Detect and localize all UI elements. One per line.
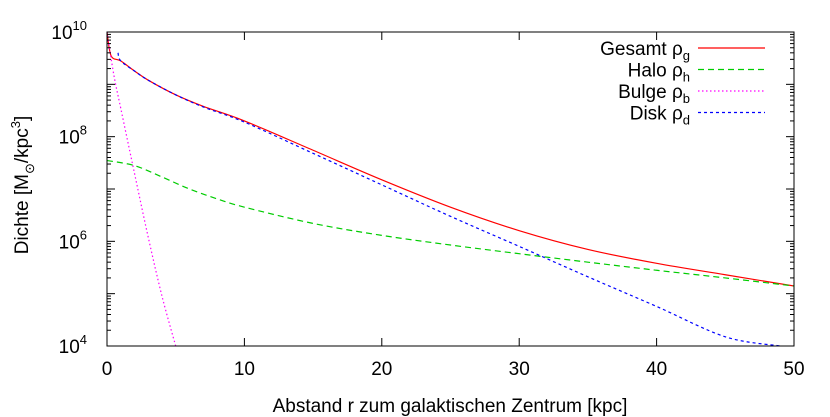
y-axis-title: Dichte [M⊙/kpc3] [8, 116, 37, 255]
x-axis-title: Abstand r zum galaktischen Zentrum [kpc] [273, 396, 628, 417]
legend-label-b: Bulge ρb [618, 82, 690, 106]
x-tick-label: 50 [783, 359, 804, 380]
y-axis-title-prefix: Dichte [M [12, 174, 33, 254]
series-line-d [117, 52, 781, 346]
y-axis-title-suffix: ] [12, 116, 33, 121]
series-line-g [107, 32, 794, 287]
y-axis-title-mid: /kpc [12, 128, 33, 163]
x-tick-label: 0 [102, 359, 113, 380]
y-tick-label: 1010 [51, 18, 87, 44]
x-tick-label: 30 [509, 359, 530, 380]
plot-frame [106, 31, 795, 347]
y-tick-label: 104 [59, 332, 87, 358]
y-axis-title-sun-subscript: ⊙ [22, 163, 37, 174]
series-layer [107, 32, 794, 346]
legend-label-g: Gesamt ρg [600, 39, 690, 63]
tick-layer: 0 10 20 30 40 50 104 106 108 1010 [51, 18, 804, 380]
x-tick-label: 20 [371, 359, 392, 380]
x-tick-label: 40 [646, 359, 667, 380]
y-axis-title-superscript: 3 [8, 121, 23, 128]
series-line-b [107, 32, 177, 346]
y-tick-label: 108 [59, 123, 87, 149]
legend-label-d: Disk ρd [630, 104, 690, 128]
y-tick-label: 106 [59, 227, 87, 253]
x-tick-label: 10 [234, 359, 255, 380]
series-line-h [107, 159, 794, 287]
legend-label-h: Halo ρh [628, 61, 690, 85]
